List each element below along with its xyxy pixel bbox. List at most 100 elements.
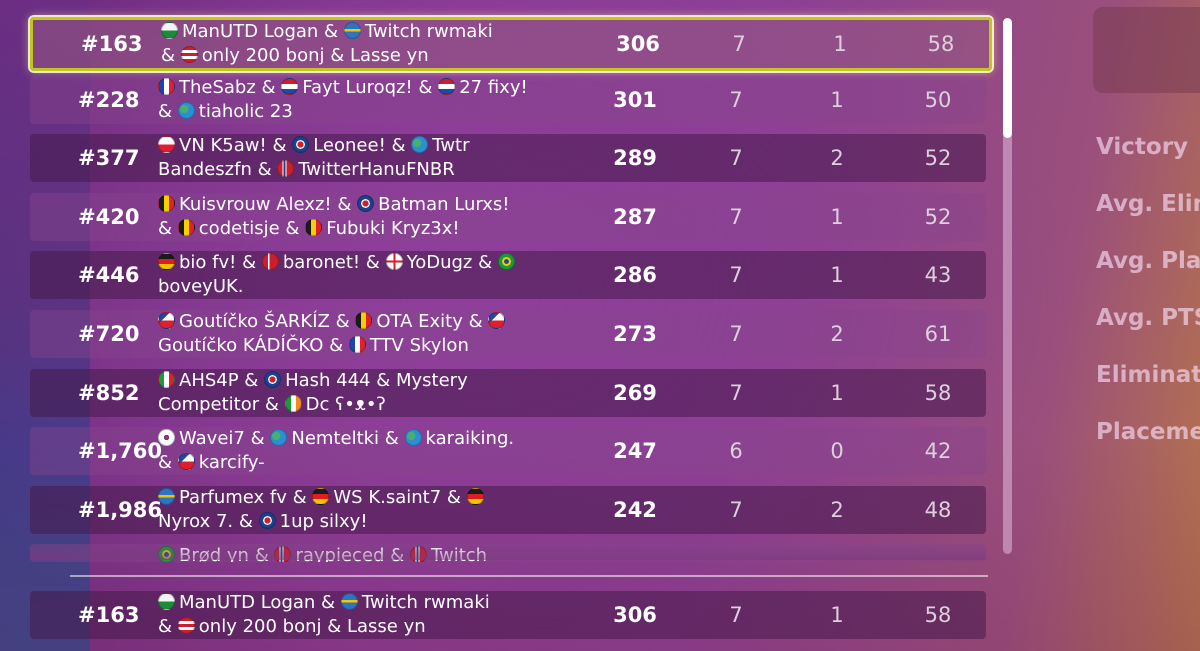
eliminations-value: 52: [924, 146, 952, 171]
england-flag-icon: [385, 253, 403, 271]
eliminations-value: 52: [924, 204, 952, 229]
rank-label: #377: [78, 146, 140, 171]
wales-flag-icon: [161, 22, 178, 39]
uk-flag-icon: [292, 136, 310, 154]
player-name: baronet! &: [282, 252, 380, 274]
scrollbar-thumb[interactable]: [1003, 18, 1012, 138]
poland-flag-icon: [158, 136, 175, 154]
rank-label: #420: [78, 204, 140, 229]
stats-panel-header-box: [1093, 7, 1200, 93]
matches-value: 7: [729, 146, 743, 171]
brazil-flag-icon: [497, 253, 515, 271]
leaderboard-row[interactable]: #852 AHS4P & Hash 444 & Mystery Competitor…: [30, 368, 986, 417]
wins-value: 1: [830, 87, 844, 112]
matches-value: 6: [729, 439, 743, 464]
stat-label: Avg. Pla: [1096, 248, 1200, 274]
germany-flag-icon: [466, 487, 484, 505]
eliminations-value: 58: [927, 32, 955, 56]
belgium-flag-icon: [355, 312, 373, 329]
matches-value: 7: [729, 497, 743, 522]
stat-label: Avg. Elin: [1096, 191, 1200, 217]
player-name: Parfumex fv &: [179, 486, 307, 508]
wins-value: 2: [830, 497, 844, 522]
team-members: Goutíčko ŠARKÍZ & OTA Exity & Goutíčko K…: [158, 310, 578, 358]
player-name: AHS4P &: [179, 369, 259, 391]
player-name: TTV Skylon: [369, 335, 469, 356]
rank-label: #720: [78, 322, 140, 346]
player-name: Dc ʕ•ᴥ•ʔ: [305, 393, 386, 415]
points-value: 242: [613, 497, 657, 522]
matches-value: 7: [729, 87, 743, 112]
wins-value: 1: [833, 32, 847, 56]
ireland-flag-icon: [284, 394, 302, 412]
leaderboard-row[interactable]: #446 bio fv! & baronet! & YoDugz & boveyU…: [30, 251, 986, 300]
matches-value: 7: [729, 322, 743, 346]
rank-label: #1,986: [78, 497, 163, 522]
eliminations-value: 61: [924, 322, 952, 346]
world-flag-icon: [404, 429, 422, 447]
list-fade: [30, 544, 986, 560]
team-members-line: & only 200 bonj & Lasse yn: [158, 615, 578, 639]
team-members-line: & codetisje & Fubuki Kryz3x!: [158, 217, 578, 241]
leaderboard-row[interactable]: #228 TheSabz & Fayt Luroqz! & 27 fixy! & t…: [30, 75, 986, 124]
team-members: bio fv! & baronet! & YoDugz & boveyUK.: [158, 251, 578, 299]
usa-flag-icon: [177, 617, 195, 634]
player-name: karcify-: [198, 452, 265, 474]
matches-value: 7: [729, 603, 743, 627]
team-members-line: & only 200 bonj & Lasse yn: [161, 44, 581, 68]
leaderboard-row[interactable]: #1,760 Wavei7 & Nemteltki & karaiking. & k…: [30, 427, 986, 476]
sweden-flag-icon: [340, 593, 358, 610]
player-name: Twitch rwmaki: [364, 21, 493, 42]
matches-value: 7: [729, 204, 743, 229]
leaderboard-row[interactable]: #377 VN K5aw! & Leonee! & Twtr Bandeszfn &…: [30, 134, 986, 183]
points-value: 269: [613, 380, 657, 405]
rank-label: #163: [81, 32, 143, 56]
player-name: tiaholic 23: [198, 100, 293, 122]
denmark-flag-icon: [261, 253, 279, 271]
player-name: TwitterHanuFNBR: [298, 159, 455, 181]
player-name: bio fv! &: [179, 252, 257, 274]
player-name: Batman Lurxs!: [378, 193, 510, 215]
germany-flag-icon: [158, 253, 175, 271]
leaderboard-row[interactable]: #420 Kuisvrouw Alexz! & Batman Lurxs! & co…: [30, 192, 986, 241]
leaderboard-row[interactable]: #163 ManUTD Logan & Twitch rwmaki & only 2…: [30, 17, 992, 71]
germany-flag-icon: [312, 487, 330, 505]
belgium-flag-icon: [177, 218, 195, 236]
norway-flag-icon: [277, 160, 295, 178]
player-name: Nyrox 7. &: [158, 510, 253, 532]
team-members-line: VN K5aw! & Leonee! & Twtr: [158, 134, 578, 158]
wins-value: 1: [830, 603, 844, 627]
matches-value: 7: [732, 32, 746, 56]
uk-flag-icon: [258, 511, 276, 529]
team-members-line: Goutíčko ŠARKÍZ & OTA Exity &: [158, 310, 578, 334]
team-members-line: TheSabz & Fayt Luroqz! & 27 fixy!: [158, 76, 578, 100]
team-members: VN K5aw! & Leonee! & Twtr Bandeszfn & Twi…: [158, 134, 578, 182]
leaderboard-scrollbar[interactable]: [1003, 18, 1012, 554]
player-name: Hash 444 & Mystery: [285, 369, 468, 391]
eliminations-value: 42: [924, 439, 952, 464]
stat-label: Avg. PTS: [1096, 305, 1200, 331]
player-name: only 200 bonj & Lasse yn: [198, 616, 426, 637]
leaderboard-row[interactable]: #1,986 Parfumex fv & WS K.saint7 & Nyrox …: [30, 485, 986, 534]
korea-flag-icon: [158, 429, 175, 447]
stat-label: Eliminat: [1096, 362, 1200, 388]
matches-value: 7: [729, 380, 743, 405]
player-name: Goutíčko KÁDÍČKO &: [158, 335, 344, 356]
rank-label: #228: [78, 87, 140, 112]
player-name: ManUTD Logan &: [179, 592, 336, 613]
team-members-line: Wavei7 & Nemteltki & karaiking.: [158, 427, 578, 451]
points-value: 306: [613, 603, 657, 627]
team-members-line: & karcify-: [158, 451, 578, 475]
player-name: Leonee! &: [313, 135, 406, 157]
own-team-row[interactable]: #163 ManUTD Logan & Twitch rwmaki & only 2…: [30, 591, 986, 639]
uk-flag-icon: [357, 194, 375, 212]
eliminations-value: 50: [924, 87, 952, 112]
sweden-flag-icon: [343, 22, 361, 39]
leaderboard-row[interactable]: #720 Goutíčko ŠARKÍZ & OTA Exity & Goutíč…: [30, 310, 986, 358]
player-name: boveyUK.: [158, 276, 244, 298]
team-members-line: Kuisvrouw Alexz! & Batman Lurxs!: [158, 193, 578, 217]
player-name: &: [161, 45, 176, 66]
points-value: 273: [613, 322, 657, 346]
rank-label: #852: [78, 380, 140, 405]
player-name: Wavei7 &: [179, 428, 265, 450]
